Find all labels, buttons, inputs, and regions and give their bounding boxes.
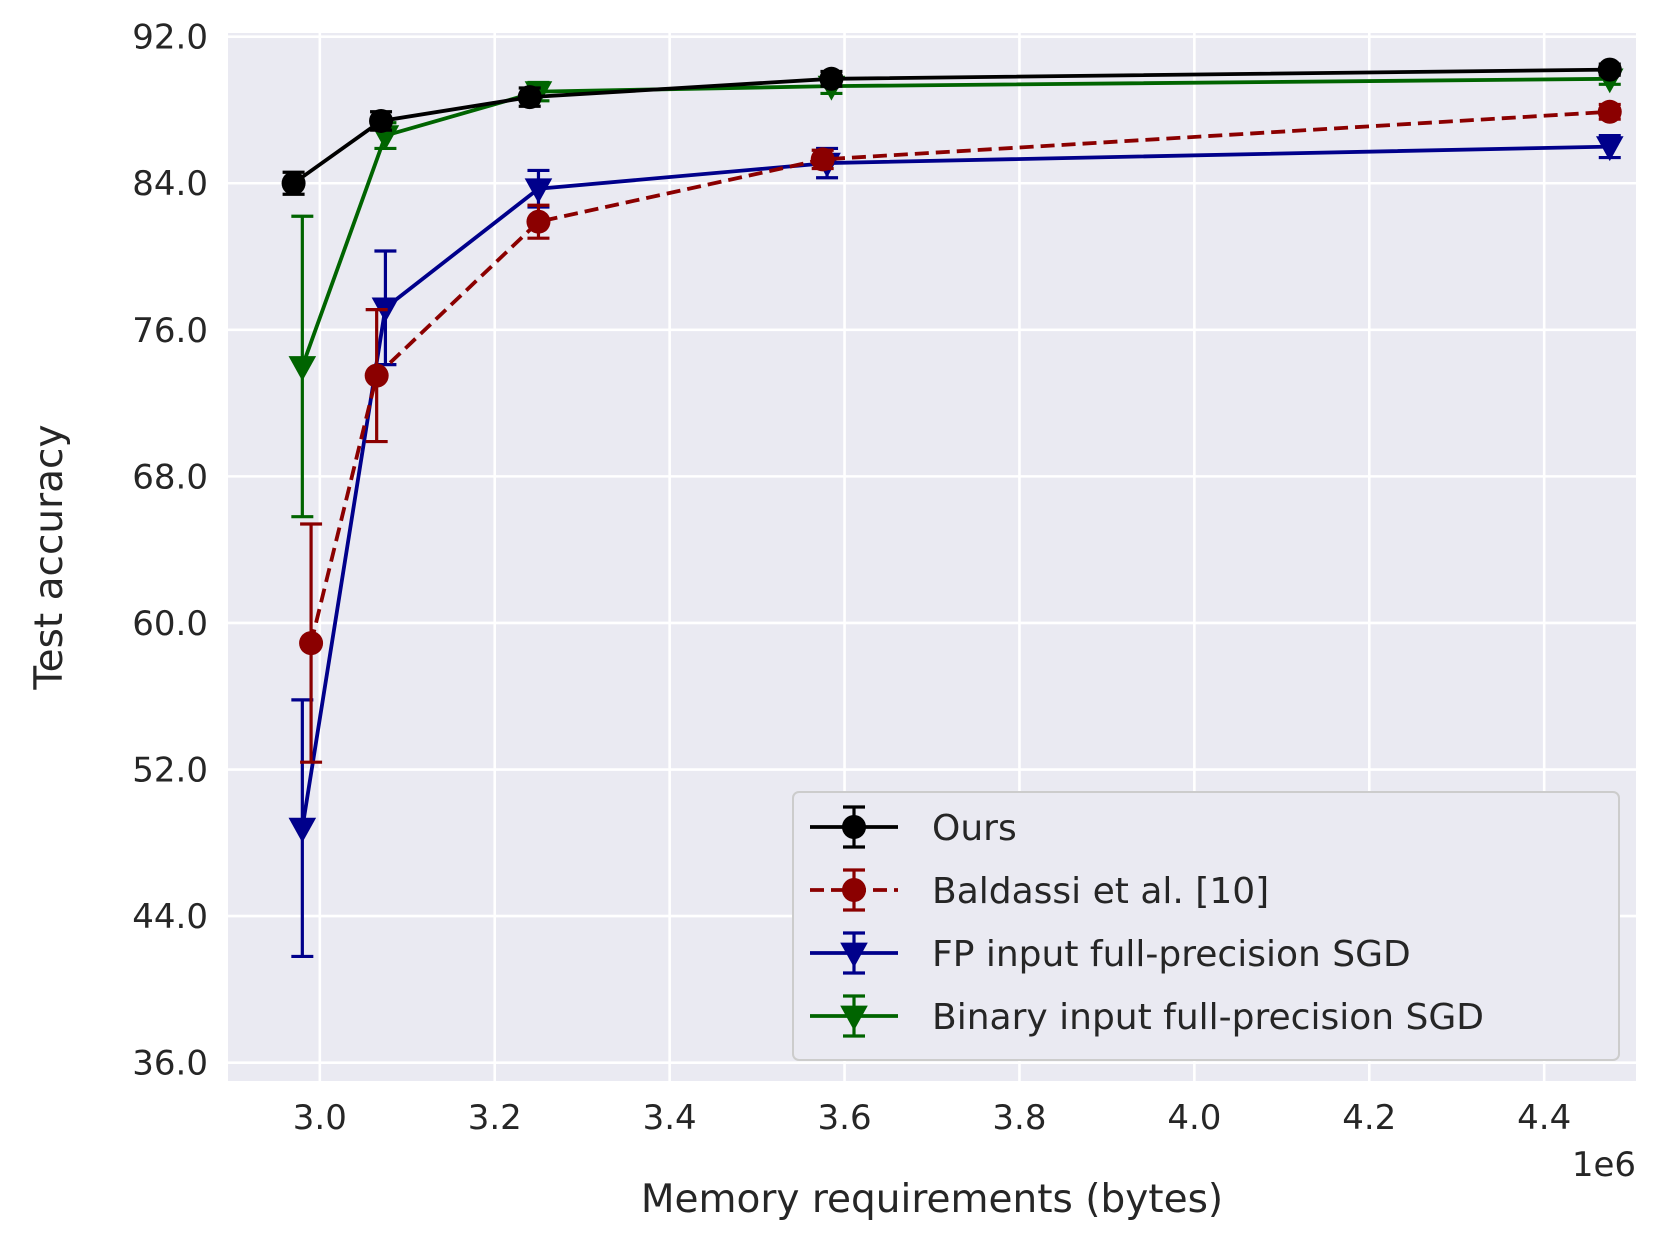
y-tick-label: 76.0 xyxy=(132,311,208,351)
data-point xyxy=(517,85,542,110)
legend-entry: Baldassi et al. [10] xyxy=(810,868,1269,912)
legend-entry: Ours xyxy=(810,805,1017,849)
y-tick-label: 68.0 xyxy=(132,457,208,497)
x-tick-label: 4.0 xyxy=(1167,1098,1221,1138)
legend: Ours Baldassi et al. [10] FP input full-pr… xyxy=(792,791,1620,1061)
y-axis-title: Test accuracy xyxy=(27,424,72,690)
legend-entry: Binary input full-precision SGD xyxy=(810,994,1484,1038)
data-point xyxy=(524,178,553,204)
data-point xyxy=(364,363,389,388)
x-tick-label: 4.2 xyxy=(1342,1098,1396,1138)
x-tick-label: 3.8 xyxy=(992,1098,1046,1138)
data-point xyxy=(1597,99,1622,124)
series-0 xyxy=(281,57,1622,196)
data-point xyxy=(840,1005,868,1031)
data-point xyxy=(819,66,844,91)
x-tick-label: 4.4 xyxy=(1517,1098,1571,1138)
y-tick-label: 92.0 xyxy=(132,18,208,58)
data-point xyxy=(288,356,317,381)
legend-label: Baldassi et al. [10] xyxy=(932,871,1269,912)
data-point xyxy=(842,878,866,902)
data-point xyxy=(369,108,394,133)
y-tick-label: 60.0 xyxy=(132,604,208,644)
data-point xyxy=(526,209,551,234)
y-tick-label: 44.0 xyxy=(132,897,208,937)
x-tick-label: 3.0 xyxy=(293,1098,347,1138)
data-point xyxy=(810,147,835,172)
legend-entry: FP input full-precision SGD xyxy=(810,931,1411,975)
x-offset-label: 1e6 xyxy=(1572,1145,1636,1185)
y-tick-labels: 36.0 44.0 52.0 60.0 68.0 76.0 84.0 92.0 xyxy=(132,18,208,1084)
x-tick-label: 3.6 xyxy=(818,1098,872,1138)
data-point xyxy=(299,631,324,656)
y-tick-label: 36.0 xyxy=(132,1044,208,1084)
legend-box xyxy=(792,791,1620,1061)
x-tick-labels: 3.0 3.2 3.4 3.6 3.8 4.0 4.2 4.4 xyxy=(293,1098,1571,1138)
data-point xyxy=(288,817,317,843)
data-point xyxy=(281,171,306,196)
x-axis-title: Memory requirements (bytes) xyxy=(641,1177,1223,1222)
series-1 xyxy=(299,99,1622,764)
y-tick-label: 52.0 xyxy=(132,751,208,791)
y-tick-label: 84.0 xyxy=(132,164,208,204)
x-tick-label: 3.2 xyxy=(468,1098,522,1138)
data-point xyxy=(1597,57,1622,82)
legend-label: Ours xyxy=(932,808,1017,849)
data-point xyxy=(840,942,868,968)
x-tick-label: 3.4 xyxy=(643,1098,697,1138)
data-point xyxy=(842,815,866,839)
series-line xyxy=(309,109,1610,644)
series-layer xyxy=(281,57,1624,959)
data-point xyxy=(1595,136,1624,162)
legend-label: FP input full-precision SGD xyxy=(932,934,1411,975)
legend-label: Binary input full-precision SGD xyxy=(932,997,1484,1038)
